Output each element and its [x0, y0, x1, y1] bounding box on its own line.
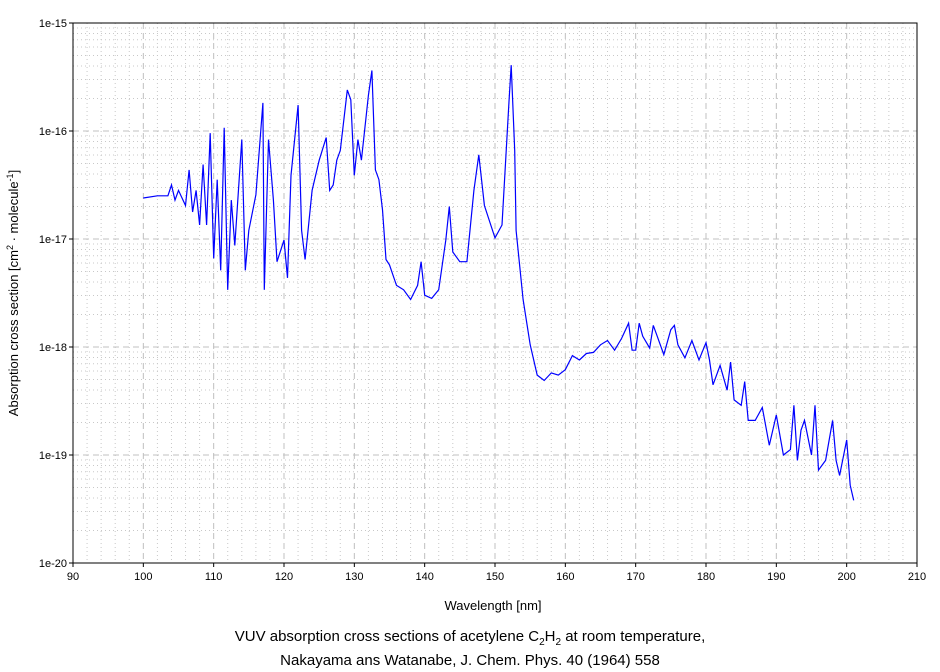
- y-axis-label: Absorption cross section [cm2 · molecule…: [5, 170, 21, 416]
- x-tick-label: 130: [345, 571, 363, 583]
- x-tick-label: 150: [486, 571, 504, 583]
- y-axis-label-superscript: -1: [5, 173, 15, 181]
- y-axis-label-text: Absorption cross section [cm: [6, 250, 21, 416]
- y-tick-label: 1e-18: [39, 342, 67, 354]
- title-text: VUV absorption cross sections of acetyle…: [234, 628, 540, 645]
- x-axis: 90 100 110 120 130 140 150 160 170 180 190 200 210: [67, 563, 926, 583]
- x-tick-label: 190: [767, 571, 785, 583]
- x-tick-label: 110: [205, 571, 223, 583]
- x-tick-label: 100: [134, 571, 152, 583]
- x-tick-label: 160: [556, 571, 574, 583]
- x-axis-label: Wavelength [nm]: [444, 598, 541, 613]
- y-axis-label-superscript: 2: [5, 245, 15, 250]
- title-subscript: 2: [539, 637, 545, 648]
- y-axis-label-text: · molecule: [6, 181, 21, 245]
- series-line-c2h2: [143, 65, 855, 501]
- x-tick-label: 120: [275, 571, 293, 583]
- x-tick-label: 200: [837, 571, 855, 583]
- x-tick-label: 210: [908, 571, 926, 583]
- grid: [73, 23, 917, 563]
- x-tick-label: 90: [67, 571, 79, 583]
- y-axis-label-text: ]: [6, 170, 21, 174]
- y-tick-label: 1e-20: [39, 558, 67, 570]
- title-subscript: 2: [555, 637, 562, 648]
- x-tick-label: 180: [697, 571, 715, 583]
- y-tick-label: 1e-17: [39, 234, 67, 246]
- chart-title-line2: Nakayama ans Watanabe, J. Chem. Phys. 40…: [280, 652, 660, 669]
- chart-title-line1: VUV absorption cross sections of acetyle…: [0, 628, 940, 648]
- title-text: at room temperature,: [561, 628, 706, 645]
- y-tick-label: 1e-16: [39, 126, 67, 138]
- x-tick-label: 170: [626, 571, 644, 583]
- y-tick-label: 1e-15: [39, 18, 67, 30]
- title-text: H: [544, 628, 556, 645]
- y-tick-label: 1e-19: [39, 450, 67, 462]
- y-axis: 1e-15 1e-16 1e-17 1e-18 1e-19 1e-20: [39, 18, 73, 570]
- x-tick-label: 140: [415, 571, 433, 583]
